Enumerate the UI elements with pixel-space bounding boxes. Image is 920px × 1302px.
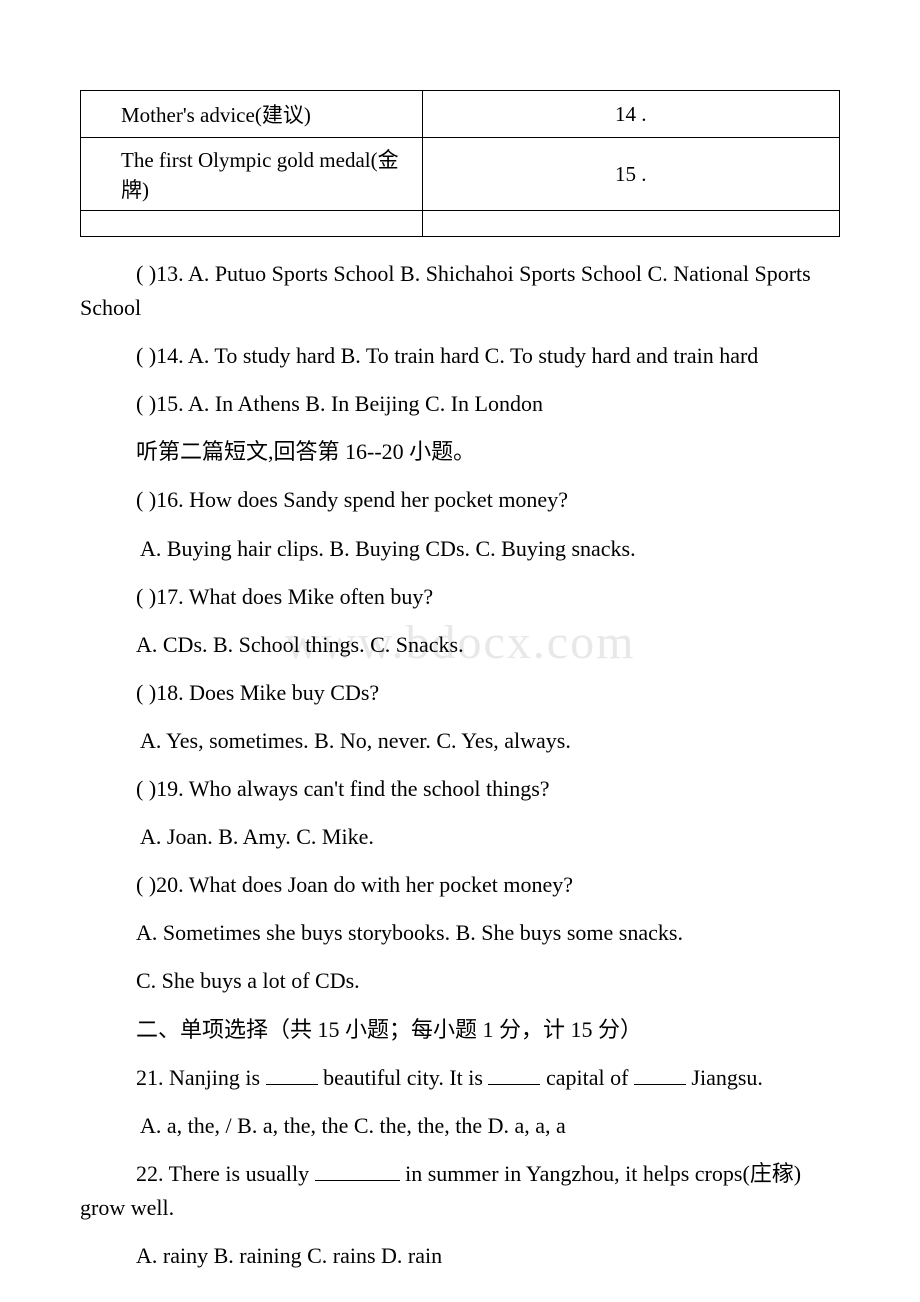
info-table: Mother's advice(建议) 14 . The first Olymp… — [80, 90, 840, 237]
question-14: ( )14. A. To study hard B. To train hard… — [80, 339, 840, 373]
table-value: 15 . — [422, 138, 839, 211]
instruction-text: 听第二篇短文,回答第 16--20 小题。 — [80, 435, 840, 469]
table-row: Mother's advice(建议) 14 . — [81, 91, 840, 138]
answer-16: A. Buying hair clips. B. Buying CDs. C. … — [80, 532, 840, 566]
question-15: ( )15. A. In Athens B. In Beijing C. In … — [80, 387, 840, 421]
blank-fill — [266, 1084, 318, 1085]
table-label: The first Olympic gold medal(金牌) — [81, 138, 423, 211]
table-value: 14 . — [422, 91, 839, 138]
question-17: ( )17. What does Mike often buy? — [80, 580, 840, 614]
q21-text-3: capital of — [540, 1065, 633, 1090]
table-empty — [81, 211, 423, 237]
answer-22: A. rainy B. raining C. rains D. rain — [80, 1239, 840, 1273]
answer-17: A. CDs. B. School things. C. Snacks. — [80, 628, 840, 662]
table-empty — [422, 211, 839, 237]
document-content: Mother's advice(建议) 14 . The first Olymp… — [80, 90, 840, 1273]
q22-text-1: 22. There is usually — [136, 1161, 315, 1186]
question-20: ( )20. What does Joan do with her pocket… — [80, 868, 840, 902]
blank-fill — [634, 1084, 686, 1085]
question-19: ( )19. Who always can't find the school … — [80, 772, 840, 806]
section-heading: 二、单项选择（共 15 小题；每小题 1 分，计 15 分） — [80, 1013, 840, 1047]
q21-text-1: 21. Nanjing is — [136, 1065, 266, 1090]
answer-20a: A. Sometimes she buys storybooks. B. She… — [80, 916, 840, 950]
blank-fill — [315, 1180, 400, 1181]
question-13: ( )13. A. Putuo Sports School B. Shichah… — [80, 257, 840, 325]
answer-20c: C. She buys a lot of CDs. — [80, 964, 840, 998]
blank-fill — [488, 1084, 540, 1085]
answer-21: A. a, the, / B. a, the, the C. the, the,… — [80, 1109, 840, 1143]
q21-text-2: beautiful city. It is — [318, 1065, 489, 1090]
question-21: 21. Nanjing is beautiful city. It is cap… — [80, 1061, 840, 1095]
question-22: 22. There is usually in summer in Yangzh… — [80, 1157, 840, 1225]
question-16: ( )16. How does Sandy spend her pocket m… — [80, 483, 840, 517]
q21-text-4: Jiangsu. — [686, 1065, 763, 1090]
table-row — [81, 211, 840, 237]
answer-18: A. Yes, sometimes. B. No, never. C. Yes,… — [80, 724, 840, 758]
answer-19: A. Joan. B. Amy. C. Mike. — [80, 820, 840, 854]
table-row: The first Olympic gold medal(金牌) 15 . — [81, 138, 840, 211]
table-label: Mother's advice(建议) — [81, 91, 423, 138]
question-18: ( )18. Does Mike buy CDs? — [80, 676, 840, 710]
